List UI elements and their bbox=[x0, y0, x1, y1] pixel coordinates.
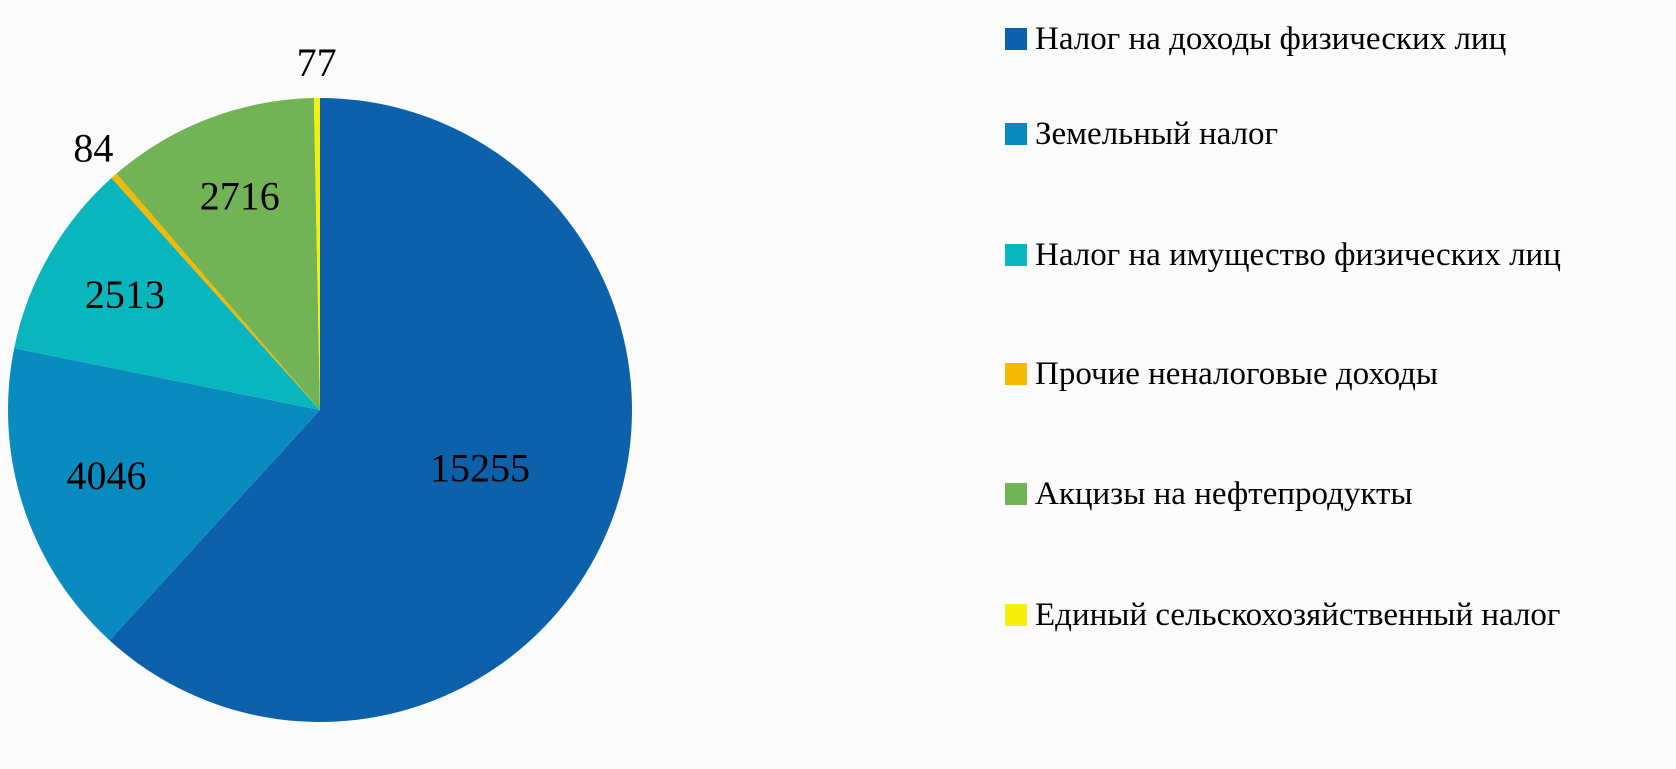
legend-swatch bbox=[1005, 28, 1027, 50]
legend-item: Налог на имущество физических лиц bbox=[1005, 234, 1665, 276]
legend-item: Налог на доходы физических лиц bbox=[1005, 18, 1665, 60]
pie-slice bbox=[116, 98, 320, 411]
legend-label: Налог на доходы физических лиц bbox=[1035, 21, 1507, 57]
legend-item: Акцизы на нефтепродукты bbox=[1005, 473, 1665, 515]
pie-slice bbox=[313, 98, 320, 410]
legend-swatch bbox=[1005, 604, 1027, 626]
data-label: 84 bbox=[73, 125, 113, 170]
legend-item: Прочие неналоговые доходы bbox=[1005, 353, 1665, 395]
legend-swatch bbox=[1005, 123, 1027, 145]
legend-swatch bbox=[1005, 483, 1027, 505]
data-label: 2716 bbox=[200, 173, 280, 218]
pie-slice bbox=[109, 98, 632, 723]
legend-label: Прочие неналоговые доходы bbox=[1035, 356, 1439, 392]
legend-item: Земельный налог bbox=[1005, 113, 1665, 155]
legend-label: Налог на имущество физических лиц bbox=[1035, 237, 1561, 273]
data-label: 2513 bbox=[85, 272, 165, 317]
legend-label: Единый сельскохозяйственный налог bbox=[1035, 597, 1561, 633]
legend-label: Земельный налог bbox=[1035, 116, 1279, 152]
data-label: 4046 bbox=[66, 453, 146, 498]
legend-item: Единый сельскохозяйственный налог bbox=[1005, 594, 1665, 636]
legend-swatch bbox=[1005, 363, 1027, 385]
data-label: 15255 bbox=[430, 445, 530, 490]
pie-slice bbox=[111, 173, 320, 410]
legend-label: Акцизы на нефтепродукты bbox=[1035, 476, 1413, 512]
legend-swatch bbox=[1005, 244, 1027, 266]
pie-slice bbox=[7, 348, 321, 641]
pie-slice bbox=[14, 177, 320, 410]
data-label: 77 bbox=[297, 40, 337, 85]
